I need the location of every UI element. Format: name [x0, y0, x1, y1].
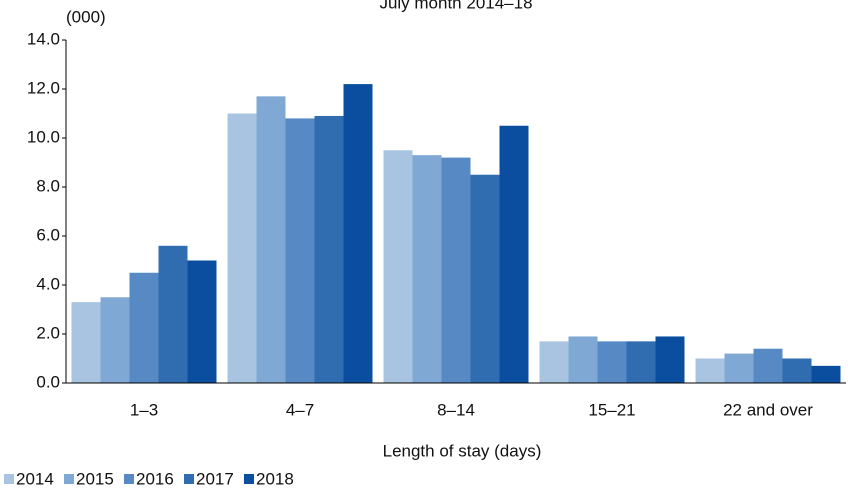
y-tick-label: 8.0	[36, 176, 60, 195]
bar	[811, 365, 841, 383]
bar	[129, 272, 159, 383]
y-tick-label: 2.0	[36, 323, 60, 342]
chart-title: July month 2014–18	[379, 0, 532, 12]
bar	[285, 118, 315, 384]
bar	[383, 150, 413, 383]
y-tick-label: 12.0	[27, 78, 60, 97]
legend-swatch	[244, 474, 254, 484]
bar	[343, 84, 373, 383]
x-tick-label: 15–21	[588, 400, 635, 419]
x-tick-label: 1–3	[130, 400, 158, 419]
bar	[499, 125, 529, 383]
bar	[187, 260, 217, 383]
bar	[753, 348, 783, 383]
bar	[441, 157, 471, 383]
bar	[695, 358, 725, 383]
bar	[626, 341, 656, 383]
bar	[100, 297, 130, 383]
x-tick-label: 22 and over	[723, 400, 813, 419]
bar	[597, 341, 627, 383]
legend-label: 2017	[196, 469, 234, 488]
bar	[256, 96, 286, 383]
bar	[412, 155, 442, 383]
legend-swatch	[184, 474, 194, 484]
legend-label: 2014	[16, 469, 54, 488]
legend-label: 2016	[136, 469, 174, 488]
bar	[314, 115, 344, 383]
bar	[470, 174, 500, 383]
legend-swatch	[64, 474, 74, 484]
legend-swatch	[4, 474, 14, 484]
y-axis-label: (000)	[66, 7, 106, 26]
bar	[655, 336, 685, 383]
legend-label: 2015	[76, 469, 114, 488]
bar	[724, 353, 754, 383]
x-axis-label: Length of stay (days)	[383, 441, 542, 460]
legend-label: 2018	[256, 469, 294, 488]
x-tick-label: 8–14	[437, 400, 475, 419]
bar	[539, 341, 569, 383]
y-tick-label: 6.0	[36, 225, 60, 244]
y-tick-label: 0.0	[36, 372, 60, 391]
bar	[568, 336, 598, 383]
legend-swatch	[124, 474, 134, 484]
bar	[158, 245, 188, 383]
bar	[782, 358, 812, 383]
bar	[227, 113, 257, 383]
y-tick-label: 14.0	[27, 29, 60, 48]
y-tick-label: 10.0	[27, 127, 60, 146]
x-tick-label: 4–7	[286, 400, 314, 419]
y-tick-label: 4.0	[36, 274, 60, 293]
bar	[71, 302, 101, 383]
